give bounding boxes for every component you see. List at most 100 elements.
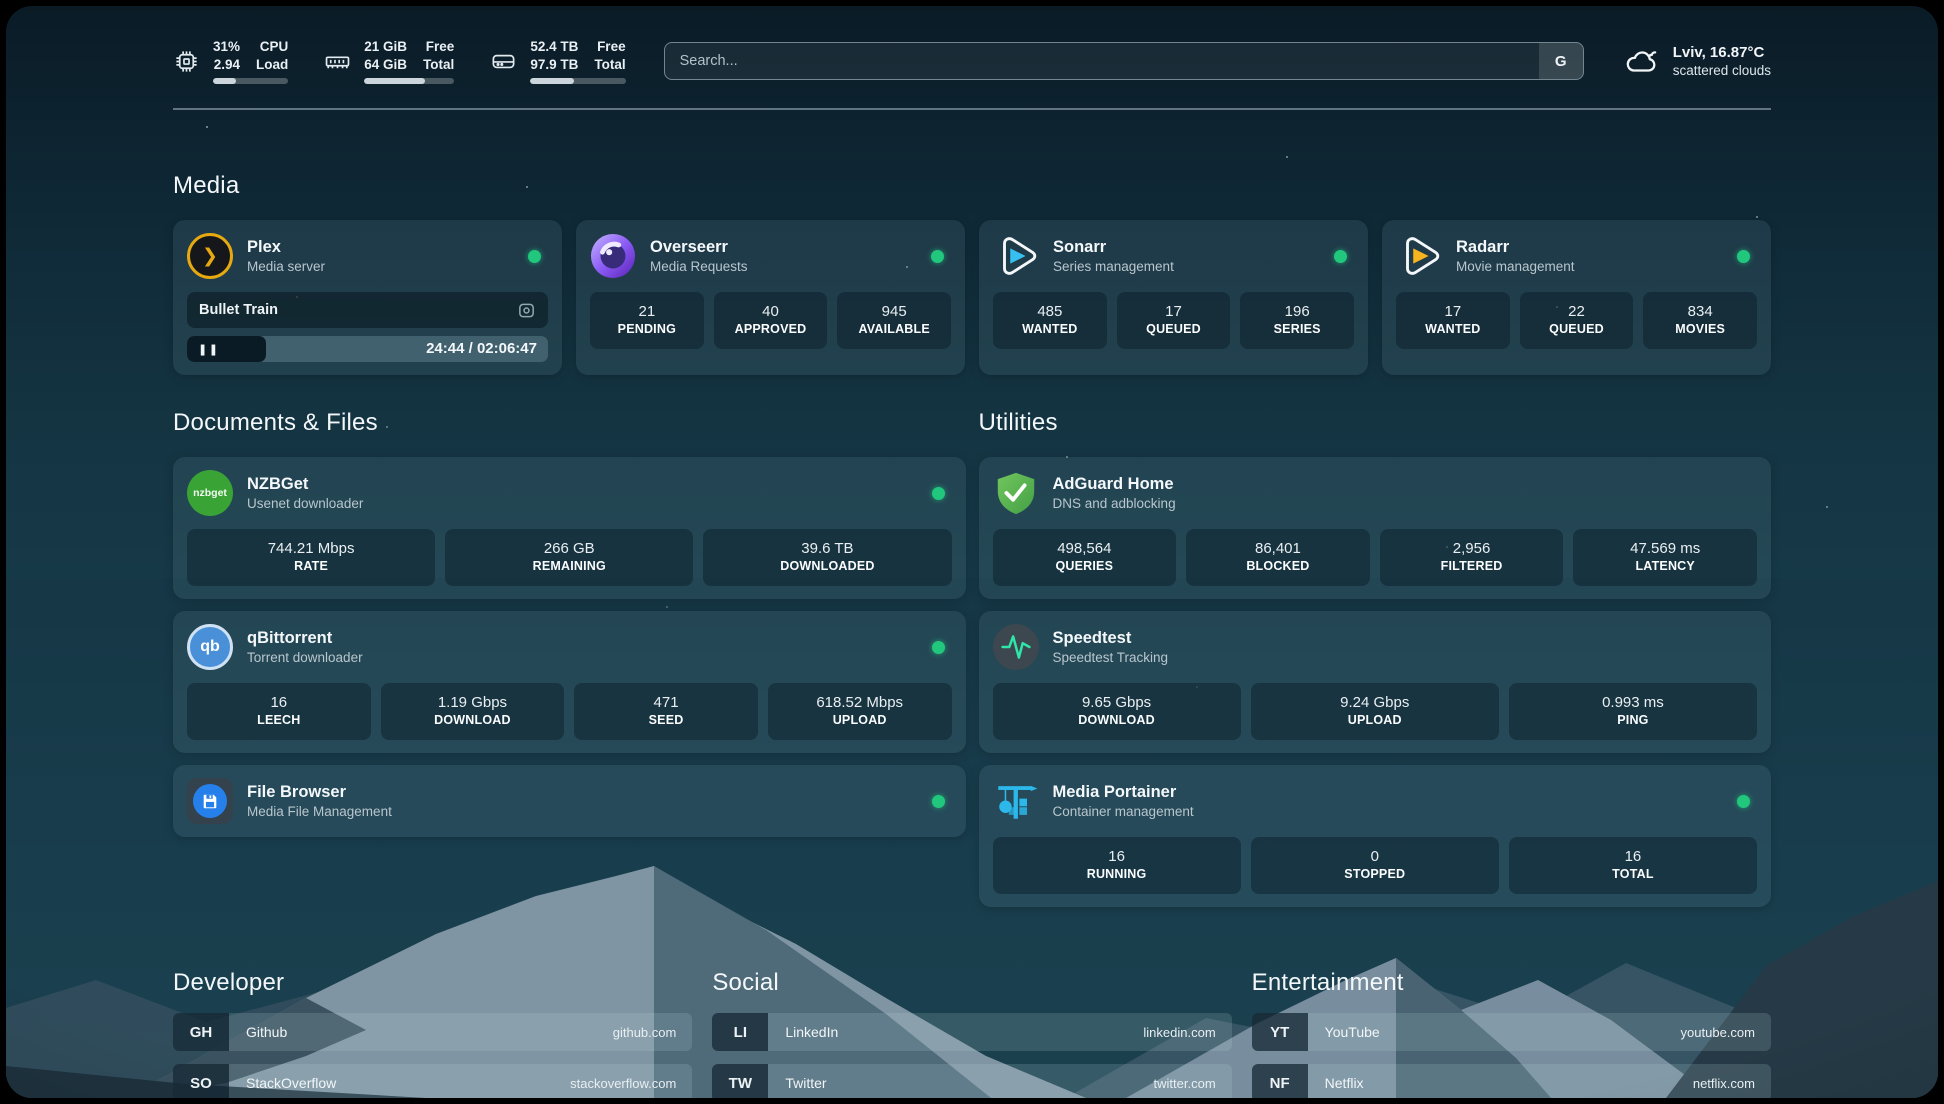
app-subtitle: DNS and adblocking	[1052, 495, 1176, 511]
cpu-usage-value: 31%	[213, 39, 241, 54]
speedtest-icon	[992, 624, 1039, 670]
cloud-icon	[1626, 51, 1656, 72]
plex-icon: ❯	[187, 233, 233, 279]
bookmark-url: stackoverflow.com	[570, 1075, 677, 1091]
bookmark-abbr: NF	[1251, 1064, 1308, 1098]
app-name: File Browser	[247, 782, 347, 801]
status-online-dot	[528, 249, 541, 263]
app-card-sonarr[interactable]: Sonarr Series management 485 WANTED 17 QUE…	[979, 220, 1368, 375]
bookmark-linkedin[interactable]: LI LinkedIn linkedin.com	[712, 1013, 1232, 1051]
app-card-plex[interactable]: ❯ Plex Media server Bullet Train	[173, 220, 562, 375]
bookmark-abbr: YT	[1251, 1013, 1308, 1051]
status-online-dot	[1737, 794, 1750, 808]
stat-latency: 47.569 ms LATENCY	[1573, 529, 1757, 586]
bookmark-url: linkedin.com	[1143, 1024, 1216, 1040]
qbittorrent-icon: qb	[187, 624, 233, 670]
cpu-load-value: 2.94	[213, 57, 241, 72]
stat-rate: 744.21 Mbps RATE	[187, 529, 436, 586]
search-engine-button[interactable]: G	[1538, 43, 1583, 79]
memory-total-label: Total	[423, 57, 455, 72]
app-card-filebrowser[interactable]: File Browser Media File Management	[173, 765, 966, 837]
stat-upload: 9.24 Gbps UPLOAD	[1250, 683, 1499, 740]
video-camera-icon	[519, 303, 534, 317]
search-bar: G	[663, 42, 1584, 80]
topbar-divider	[173, 108, 1771, 110]
status-online-dot	[931, 249, 944, 263]
stat-approved: 40 APPROVED	[713, 292, 828, 349]
stat-movies: 834 MOVIES	[1643, 292, 1758, 349]
app-card-qbittorrent[interactable]: qb qBittorrent Torrent downloader 16 LEEC…	[173, 611, 966, 753]
sonarr-icon	[993, 233, 1039, 279]
bookmark-url: twitter.com	[1153, 1075, 1216, 1091]
top-bar: 31% CPU 2.94 Load	[173, 6, 1771, 84]
developer-section-title: Developer	[173, 969, 285, 996]
ram-icon	[325, 55, 350, 68]
stat-leech: 16 LEECH	[187, 683, 371, 740]
memory-total-value: 64 GiB	[364, 57, 408, 72]
app-card-overseerr[interactable]: Overseerr Media Requests 21 PENDING 40 APP…	[576, 220, 965, 375]
section-utilities: Utilities	[978, 409, 1771, 907]
bookmark-name: Netflix	[1324, 1075, 1364, 1091]
bookmarks-entertainment: Entertainment YT YouTube youtube.com NF …	[1251, 969, 1771, 1098]
disk-free-label: Free	[597, 39, 626, 54]
stat-filtered: 2,956 FILTERED	[1379, 529, 1564, 586]
portainer-icon	[993, 778, 1039, 824]
app-card-radarr[interactable]: Radarr Movie management 17 WANTED 22 QUEUE…	[1382, 220, 1771, 375]
stat-download: 9.65 Gbps DOWNLOAD	[992, 683, 1241, 740]
weather-location-temp: Lviv, 16.87°C	[1672, 44, 1765, 61]
stat-seed: 471 SEED	[574, 683, 758, 740]
section-documents-files: Documents & Files nzbget NZBGet Usenet d…	[173, 409, 966, 907]
dashboard-screen: 31% CPU 2.94 Load	[6, 6, 1938, 1098]
bookmark-name: Github	[246, 1024, 288, 1040]
disk-free-value: 52.4 TB	[530, 39, 579, 54]
status-online-dot	[931, 794, 945, 808]
stat-queries: 498,564 QUERIES	[992, 529, 1177, 586]
bookmark-name: LinkedIn	[785, 1024, 839, 1040]
stat-queued: 17 QUEUED	[1116, 292, 1231, 349]
bookmark-abbr: TW	[712, 1064, 769, 1098]
bookmark-name: StackOverflow	[246, 1075, 337, 1091]
memory-free-label: Free	[425, 39, 455, 54]
bookmark-name: YouTube	[1324, 1024, 1380, 1040]
cpu-progress-bar	[213, 78, 289, 84]
stars-decoration	[206, 126, 208, 128]
bookmark-github[interactable]: GH Github github.com	[173, 1013, 693, 1051]
stat-running: 16 RUNNING	[992, 837, 1241, 894]
app-card-adguard[interactable]: AdGuard Home DNS and adblocking 498,564 Q…	[978, 457, 1771, 599]
bookmark-stackoverflow[interactable]: SO StackOverflow stackoverflow.com	[173, 1064, 693, 1098]
app-card-portainer[interactable]: Media Portainer Container management 16 R…	[978, 765, 1771, 907]
bookmark-abbr: SO	[173, 1064, 229, 1098]
weather-widget[interactable]: Lviv, 16.87°C scattered clouds	[1622, 42, 1771, 80]
status-online-dot	[931, 486, 945, 500]
bookmark-netflix[interactable]: NF Netflix netflix.com	[1251, 1064, 1771, 1098]
status-online-dot	[1737, 249, 1750, 263]
search-input[interactable]	[664, 43, 1539, 79]
stat-remaining: 266 GB REMAINING	[445, 529, 694, 586]
app-card-speedtest[interactable]: Speedtest Speedtest Tracking 9.65 Gbps DO…	[978, 611, 1771, 753]
bookmark-twitter[interactable]: TW Twitter twitter.com	[712, 1064, 1232, 1098]
stat-pending: 21 PENDING	[590, 292, 704, 349]
status-online-dot	[1334, 249, 1347, 263]
stat-total: 16 TOTAL	[1508, 837, 1758, 894]
social-section-title: Social	[712, 969, 779, 996]
memory-free-value: 21 GiB	[364, 39, 408, 54]
system-stats: 31% CPU 2.94 Load	[173, 38, 626, 84]
bookmark-youtube[interactable]: YT YouTube youtube.com	[1251, 1013, 1771, 1051]
app-card-nzbget[interactable]: nzbget NZBGet Usenet downloader 744.21 M…	[173, 457, 966, 599]
adguard-icon	[993, 470, 1039, 516]
app-name: Overseerr	[650, 237, 728, 256]
stat-available: 945 AVAILABLE	[837, 292, 952, 349]
stat-queued: 22 QUEUED	[1519, 292, 1634, 349]
status-online-dot	[931, 640, 945, 654]
plex-playback-progress[interactable]: ❚❚ 24:44 / 02:06:47	[187, 336, 548, 362]
bookmark-abbr: LI	[712, 1013, 769, 1051]
stat-download: 1.19 Gbps DOWNLOAD	[380, 683, 565, 740]
radarr-icon	[1396, 233, 1442, 279]
pause-icon[interactable]: ❚❚	[198, 343, 220, 356]
app-subtitle: Media File Management	[247, 803, 392, 819]
documents-section-title: Documents & Files	[173, 409, 378, 436]
bookmark-url: netflix.com	[1692, 1075, 1755, 1091]
memory-stat-group: 21 GiB Free 64 GiB Total	[324, 38, 455, 84]
stat-wanted: 485 WANTED	[993, 292, 1107, 349]
bookmark-url: youtube.com	[1680, 1024, 1755, 1040]
